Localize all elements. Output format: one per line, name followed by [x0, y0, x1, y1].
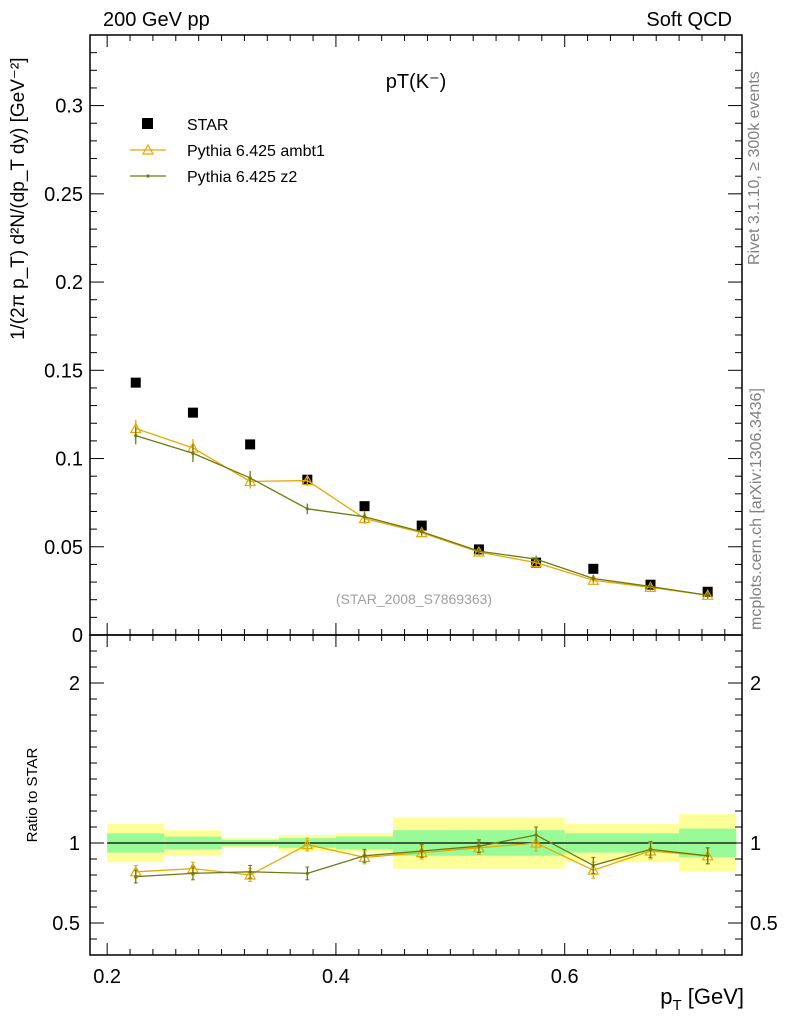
header-left: 200 GeV pp — [103, 9, 210, 31]
header-right: Soft QCD — [646, 9, 732, 31]
axis-layer: 0.2 0.4 0.6 0 0.05 0.1 0.15 0.2 0.25 0.3 0.5 0.5 1 1 2… — [44, 35, 778, 988]
y-tick-label: 0 — [72, 625, 83, 647]
series-line-main — [135, 427, 708, 596]
chart-title: pT(K⁻) — [386, 71, 447, 93]
data-point-z2 — [248, 870, 252, 874]
data-point-z2 — [305, 871, 309, 876]
ratio-tick-label-right: 1 — [750, 833, 761, 855]
ratio-tick-label: 1 — [69, 833, 80, 855]
ratio-axis-label: Ratio to STAR — [24, 747, 41, 842]
series-0 — [130, 377, 713, 597]
y-axis-label: 1/(2π p_T) d²N/(dp_T dy) [GeV⁻²] — [8, 57, 29, 340]
y-tick-label: 0.3 — [55, 96, 83, 118]
data-point-z2 — [420, 530, 424, 534]
data-point-star — [187, 407, 198, 418]
y-tick-label: 0.05 — [44, 537, 83, 559]
ratio-tick-label-right: 0.5 — [750, 913, 778, 935]
legend-marker-star — [142, 118, 153, 129]
data-point-z2 — [362, 515, 367, 519]
data-point-star — [130, 377, 141, 388]
data-point-z2 — [191, 871, 195, 876]
legend-label: Pythia 6.425 z2 — [187, 169, 297, 186]
data-point-ambt1 — [530, 836, 543, 848]
y-tick-label: 0.1 — [55, 449, 83, 471]
data-point-z2 — [648, 847, 653, 852]
data-point-z2 — [420, 849, 424, 853]
data-point-z2 — [591, 863, 595, 868]
ratio-tick-label: 0.5 — [52, 913, 80, 935]
y-tick-label: 0.25 — [44, 184, 83, 206]
data-point-z2 — [134, 433, 138, 438]
x-tick-label: 0.4 — [322, 966, 350, 988]
data-point-ambt1 — [301, 838, 314, 850]
data-point-star — [245, 439, 256, 450]
legend-label: STAR — [187, 117, 228, 134]
data-point-z2 — [534, 557, 538, 561]
data-point-star — [588, 563, 599, 574]
data-point-z2 — [477, 549, 481, 553]
data-point-z2 — [362, 854, 367, 858]
data-point-ambt1 — [244, 868, 257, 880]
series-1 — [129, 419, 714, 882]
data-point-z2 — [706, 854, 710, 858]
data-point-ambt1 — [587, 574, 600, 585]
data-point-z2 — [191, 451, 195, 455]
data-point-z2 — [591, 576, 595, 581]
data-point-z2 — [534, 833, 538, 837]
data-point-z2 — [706, 593, 710, 597]
ratio-tick-label-right: 2 — [750, 673, 761, 695]
data-point-z2 — [146, 174, 150, 178]
series-line-main — [135, 434, 708, 596]
data-point-star — [416, 520, 427, 531]
legend-label: Pythia 6.425 ambt1 — [187, 143, 325, 160]
data-point-z2 — [648, 584, 653, 589]
y-tick-label: 0.2 — [55, 272, 83, 294]
y-tick-label: 0.15 — [44, 360, 83, 382]
legend: STAR Pythia 6.425 ambt1 Pythia 6.425 z2 — [130, 117, 325, 186]
chart-text: pT(K⁻) (STAR_2008_S7869363) pT [GeV] 1/(2π … — [8, 57, 744, 1014]
data-point-z2 — [134, 875, 138, 879]
x-tick-label: 0.6 — [551, 966, 579, 988]
data-point-z2 — [477, 844, 481, 848]
series-layer — [129, 377, 714, 884]
data-point-ambt1 — [301, 474, 314, 486]
data-point-ambt1 — [244, 475, 257, 487]
data-point-ambt1 — [587, 863, 600, 875]
ratio-plot-frame — [89, 634, 743, 956]
data-point-z2 — [305, 507, 309, 511]
data-point-ambt1 — [141, 143, 155, 155]
ratio-tick-label: 2 — [69, 673, 80, 695]
series-2 — [133, 426, 710, 884]
data-point-star — [359, 501, 370, 512]
data-point-ambt1 — [530, 556, 543, 568]
analysis-watermark: (STAR_2008_S7869363) — [336, 591, 492, 607]
data-point-z2 — [248, 476, 252, 480]
x-axis-label: pT [GeV] — [660, 984, 744, 1014]
x-tick-label: 0.2 — [93, 966, 121, 988]
